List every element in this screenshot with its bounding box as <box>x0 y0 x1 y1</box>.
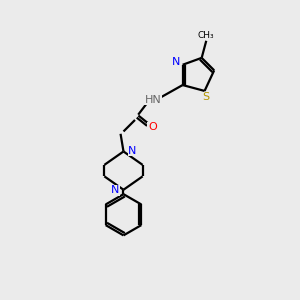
Text: S: S <box>202 92 210 102</box>
Text: O: O <box>148 122 157 132</box>
Text: N: N <box>128 146 136 156</box>
Text: CH₃: CH₃ <box>198 31 214 40</box>
Text: HN: HN <box>145 95 161 105</box>
Text: N: N <box>172 57 180 68</box>
Text: N: N <box>111 185 119 195</box>
